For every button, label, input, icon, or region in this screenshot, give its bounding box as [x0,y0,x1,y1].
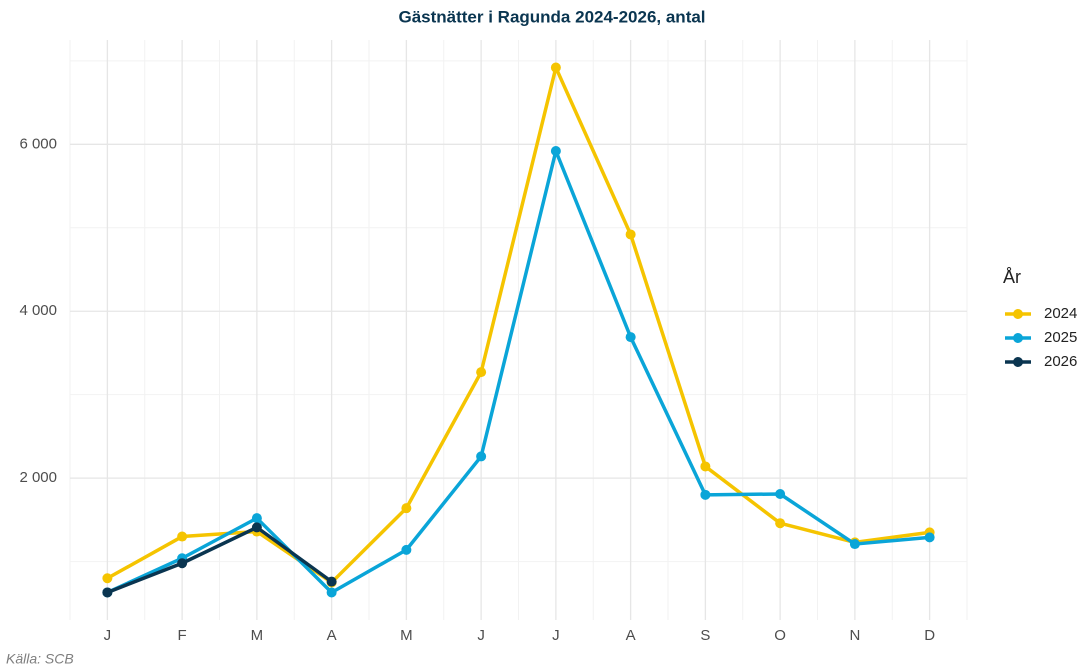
x-tick-label: M [251,627,264,644]
point [251,522,262,533]
x-tick-label: F [178,627,187,644]
x-tick-label: J [104,627,112,644]
x-tick-label: N [849,627,860,644]
legend-point [1013,357,1023,367]
point [476,451,487,462]
line [106,525,333,595]
point [177,558,188,569]
point [177,531,188,542]
x-tick-label: A [327,627,337,644]
x-tick-label: J [552,627,560,644]
legend-point [1013,333,1023,343]
point [102,573,113,584]
point [326,587,337,598]
y-tick-label: 4 000 [19,302,57,319]
point [550,62,561,73]
legend-label: 2024 [1044,305,1077,322]
point [700,461,711,472]
legend-label: 2026 [1044,353,1077,370]
y-tick-label: 6 000 [19,135,57,152]
x-tick-label: J [477,627,485,644]
point [625,332,636,343]
x-tick-label: S [700,627,710,644]
line [106,149,930,595]
point [326,576,337,587]
point [102,587,113,598]
point [251,513,262,524]
point [775,488,786,499]
x-tick-label: D [924,627,935,644]
legend-label: 2025 [1044,329,1077,346]
caption: Källa: SCB [6,651,74,667]
legend-title: År [1003,267,1021,287]
x-tick-label: O [774,627,786,644]
point [625,229,636,240]
point [700,489,711,500]
point [550,145,561,156]
point [849,539,860,550]
y-tick-label: 2 000 [19,469,57,486]
chart-title: Gästnätter i Ragunda 2024-2026, antal [398,7,705,26]
x-tick-label: M [400,627,413,644]
point [476,367,487,378]
point [401,544,412,555]
point [775,518,786,529]
point [924,532,935,543]
legend-point [1013,309,1023,319]
x-tick-label: A [626,627,636,644]
point [401,503,412,514]
